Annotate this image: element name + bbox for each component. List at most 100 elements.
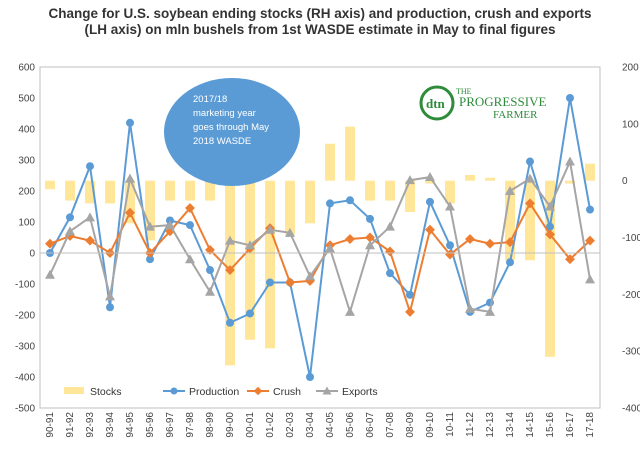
exports-point bbox=[205, 286, 215, 296]
chart-title: Change for U.S. soybean ending stocks (R… bbox=[48, 6, 592, 37]
production-point bbox=[106, 303, 114, 312]
legend-stocks-label: Stocks bbox=[90, 386, 122, 398]
logo-the-text: THE bbox=[456, 87, 472, 96]
progressive-farmer-logo: dtn THE PROGRESSIVE FARMER bbox=[419, 85, 546, 121]
exports-point bbox=[325, 243, 335, 253]
exports-point bbox=[425, 172, 435, 182]
stocks-bar bbox=[485, 177, 495, 181]
x-axis-category-label: 04-05 bbox=[325, 412, 336, 438]
left-axis-tick-label: -100 bbox=[15, 280, 35, 291]
left-axis-tick-label: 500 bbox=[18, 94, 35, 105]
stocks-bar bbox=[565, 180, 575, 184]
exports-point bbox=[585, 274, 595, 284]
right-axis-tick-label: -100 bbox=[622, 233, 640, 244]
exports-point bbox=[225, 235, 235, 245]
exports-point bbox=[265, 224, 275, 234]
right-axis-tick-label: 200 bbox=[622, 63, 639, 74]
stocks-bar bbox=[505, 180, 515, 261]
exports-point bbox=[145, 221, 155, 231]
exports-point bbox=[545, 201, 555, 211]
left-axis-tick-label: 0 bbox=[29, 249, 35, 260]
right-axis-tick-label: -200 bbox=[622, 290, 640, 301]
left-axis-tick-label: 200 bbox=[18, 187, 35, 198]
exports-point bbox=[185, 254, 195, 264]
exports-point bbox=[505, 186, 515, 195]
dtn-badge-icon bbox=[419, 85, 455, 121]
crush-point bbox=[125, 207, 135, 218]
crush-point bbox=[85, 235, 95, 246]
exports-point bbox=[125, 173, 135, 183]
annotation-line-3: goes through May bbox=[193, 122, 269, 133]
left-axis-tick-label: 100 bbox=[18, 218, 35, 229]
exports-point bbox=[285, 227, 295, 237]
crush-point bbox=[405, 306, 415, 317]
x-axis-category-label: 15-16 bbox=[545, 412, 556, 438]
x-axis-category-label: 07-08 bbox=[385, 412, 396, 438]
exports-point bbox=[345, 306, 355, 316]
production-point bbox=[346, 196, 354, 205]
x-axis-category-label: 09-10 bbox=[425, 412, 436, 438]
production-point bbox=[226, 318, 234, 327]
crush-point bbox=[45, 238, 55, 249]
stocks-bar bbox=[405, 180, 415, 212]
production-point bbox=[326, 199, 334, 208]
crush-point bbox=[385, 246, 395, 257]
x-axis-category-label: 17-18 bbox=[585, 412, 596, 438]
production-point bbox=[586, 205, 594, 214]
annotation-bubble: 2017/18 marketing year goes through May … bbox=[164, 78, 300, 186]
exports-point bbox=[85, 212, 95, 222]
exports-point bbox=[305, 271, 315, 281]
exports-point bbox=[445, 201, 455, 211]
left-axis-tick-label: -200 bbox=[15, 311, 35, 322]
crush-point bbox=[545, 229, 555, 240]
plot-frame bbox=[39, 66, 601, 409]
x-axis-category-label: 06-07 bbox=[365, 412, 376, 438]
stocks-bar bbox=[205, 180, 215, 201]
x-axis-category-label: 96-97 bbox=[165, 412, 176, 438]
exports-point bbox=[465, 303, 475, 313]
series-lines bbox=[45, 94, 595, 381]
right-axis-tick-label: 100 bbox=[622, 119, 639, 130]
x-axis-category-label: 95-96 bbox=[145, 412, 156, 438]
x-axis-category-label: 12-13 bbox=[485, 412, 496, 438]
stocks-bar bbox=[525, 180, 535, 261]
exports-point bbox=[245, 240, 255, 250]
production-point bbox=[386, 269, 394, 278]
production-point bbox=[126, 118, 134, 127]
exports-point bbox=[45, 269, 55, 279]
stocks-bar bbox=[185, 180, 195, 201]
annotation-line-1: 2017/18 bbox=[193, 94, 227, 105]
crush-point bbox=[185, 203, 195, 213]
right-axis-tick-label: -300 bbox=[622, 347, 640, 358]
left-axis-tick-label: 300 bbox=[18, 156, 35, 167]
stocks-bar bbox=[285, 180, 295, 235]
x-axis-category-label: 01-02 bbox=[265, 412, 276, 438]
stocks-bar bbox=[325, 143, 335, 181]
legend-production-marker bbox=[170, 387, 178, 395]
left-axis-tick-label: 400 bbox=[18, 125, 35, 136]
exports-point bbox=[405, 175, 415, 185]
production-point bbox=[566, 94, 574, 102]
x-axis-category-label: 99-00 bbox=[225, 412, 236, 438]
stocks-bar bbox=[385, 180, 395, 201]
x-axis-category-label: 16-17 bbox=[565, 412, 576, 438]
production-point bbox=[246, 309, 254, 318]
stocks-bar bbox=[465, 174, 475, 181]
exports-point bbox=[365, 240, 375, 250]
crush-point bbox=[365, 232, 375, 243]
stocks-bar bbox=[425, 180, 435, 184]
crush-point bbox=[585, 235, 595, 246]
crush-point bbox=[485, 238, 495, 249]
stocks-bar bbox=[145, 180, 155, 241]
x-axis-category-label: 00-01 bbox=[245, 412, 256, 438]
production-point bbox=[366, 214, 374, 223]
logo-farmer-text: FARMER bbox=[493, 109, 538, 121]
legend: Stocks Production Crush Exports bbox=[64, 386, 378, 398]
stocks-bar bbox=[445, 180, 455, 204]
stocks-bar bbox=[305, 180, 315, 224]
exports-point bbox=[565, 156, 575, 166]
annotation-line-4: 2018 WASDE bbox=[193, 136, 251, 147]
stocks-bar bbox=[545, 180, 555, 357]
crush-point bbox=[225, 265, 235, 275]
